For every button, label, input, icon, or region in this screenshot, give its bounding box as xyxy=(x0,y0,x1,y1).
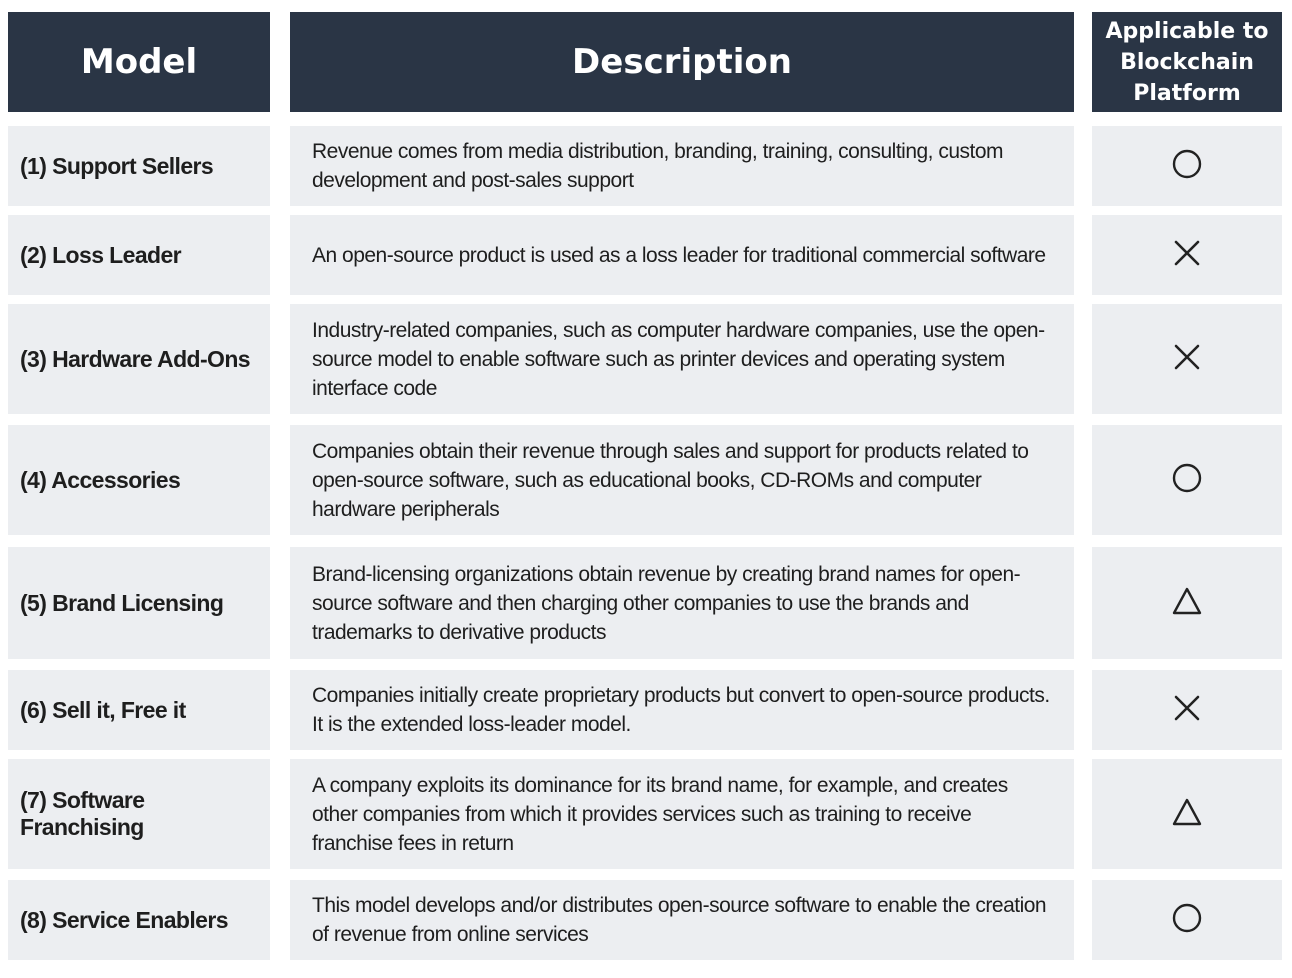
model-label: (1) Support Sellers xyxy=(20,152,214,179)
description-cell: Industry-related companies, such as comp… xyxy=(290,304,1074,414)
applicability-cell xyxy=(1092,126,1282,206)
model-cell: (7) Software Franchising xyxy=(8,759,270,869)
description-cell: Revenue comes from media distribution, b… xyxy=(290,126,1074,206)
applicability-cell xyxy=(1092,670,1282,750)
circle-icon xyxy=(1170,147,1204,186)
header-applicable-label: Applicable to Blockchain Platform xyxy=(1105,18,1269,106)
model-cell: (5) Brand Licensing xyxy=(8,547,270,659)
description-cell: Companies initially create proprietary p… xyxy=(290,670,1074,750)
model-label: (2) Loss Leader xyxy=(20,241,182,268)
cross-icon xyxy=(1170,236,1204,275)
description-cell: A company exploits its dominance for its… xyxy=(290,759,1074,869)
description-text: This model develops and/or distributes o… xyxy=(312,894,1047,946)
description-text: Industry-related companies, such as comp… xyxy=(312,318,1045,400)
applicability-cell xyxy=(1092,304,1282,414)
model-label: (7) Software Franchising xyxy=(20,787,145,840)
circle-icon xyxy=(1170,901,1204,940)
header-model: Model xyxy=(8,12,270,112)
model-label: (5) Brand Licensing xyxy=(20,589,224,616)
model-label: (8) Service Enablers xyxy=(20,906,229,933)
applicability-cell xyxy=(1092,215,1282,295)
model-label: (3) Hardware Add-Ons xyxy=(20,345,251,372)
model-cell: (3) Hardware Add-Ons xyxy=(8,304,270,414)
cross-icon xyxy=(1170,340,1204,379)
model-cell: (6) Sell it, Free it xyxy=(8,670,270,750)
model-cell: (2) Loss Leader xyxy=(8,215,270,295)
triangle-icon xyxy=(1170,795,1204,834)
model-cell: (8) Service Enablers xyxy=(8,880,270,960)
applicability-cell xyxy=(1092,547,1282,659)
model-label: (6) Sell it, Free it xyxy=(20,696,186,723)
description-text: Brand-licensing organizations obtain rev… xyxy=(312,562,1021,644)
description-cell: An open-source product is used as a loss… xyxy=(290,215,1074,295)
applicability-cell xyxy=(1092,880,1282,960)
description-text: Companies initially create proprietary p… xyxy=(312,684,1050,736)
description-cell: Companies obtain their revenue through s… xyxy=(290,425,1074,535)
applicability-cell xyxy=(1092,759,1282,869)
cross-icon xyxy=(1170,691,1204,730)
description-text: A company exploits its dominance for its… xyxy=(312,773,1008,855)
description-text: Companies obtain their revenue through s… xyxy=(312,439,1029,521)
description-text: An open-source product is used as a loss… xyxy=(312,243,1046,267)
applicability-cell xyxy=(1092,425,1282,535)
model-label: (4) Accessories xyxy=(20,466,181,493)
model-cell: (4) Accessories xyxy=(8,425,270,535)
header-description: Description xyxy=(290,12,1074,112)
description-text: Revenue comes from media distribution, b… xyxy=(312,140,1004,192)
model-cell: (1) Support Sellers xyxy=(8,126,270,206)
triangle-icon xyxy=(1170,584,1204,623)
circle-icon xyxy=(1170,461,1204,500)
header-applicable: Applicable to Blockchain Platform xyxy=(1092,12,1282,112)
description-cell: This model develops and/or distributes o… xyxy=(290,880,1074,960)
description-cell: Brand-licensing organizations obtain rev… xyxy=(290,547,1074,659)
